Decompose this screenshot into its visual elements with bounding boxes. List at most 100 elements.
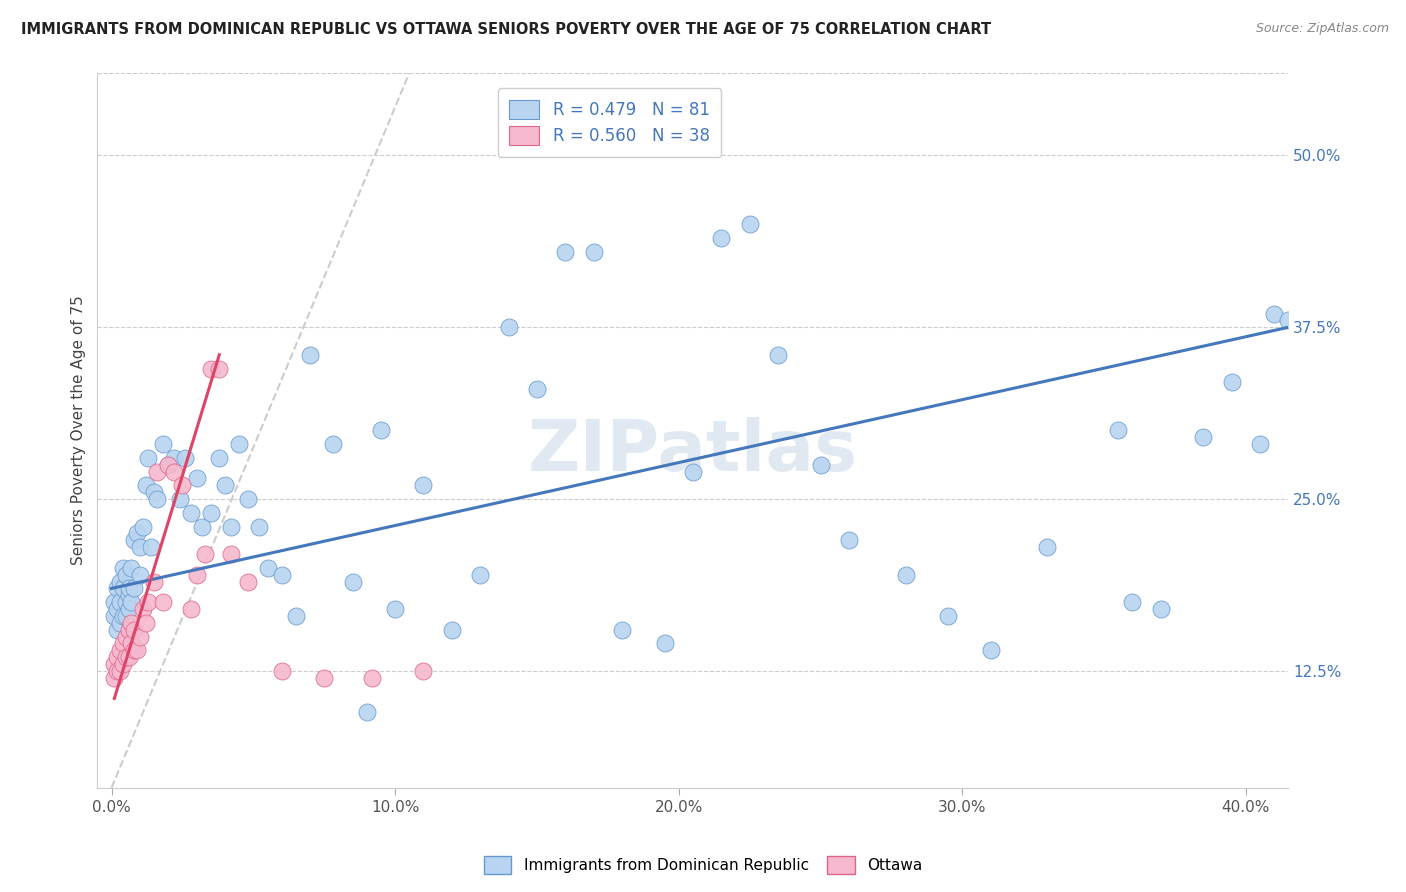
Y-axis label: Seniors Poverty Over the Age of 75: Seniors Poverty Over the Age of 75 [72,295,86,566]
Point [120,636,142,650]
Point [1277,313,1299,327]
Point [117,588,139,602]
Point [236,574,259,589]
Point [526,382,548,396]
Point [141,540,163,554]
Point [314,671,336,685]
Point [1036,540,1059,554]
Point [894,567,917,582]
Point [163,465,186,479]
Point [108,643,131,657]
Point [105,650,128,665]
Point [143,574,166,589]
Point [498,320,520,334]
Point [219,519,242,533]
Point [1220,376,1243,390]
Text: ZIPatlas: ZIPatlas [527,417,858,486]
Point [128,630,150,644]
Point [1249,437,1271,451]
Point [105,664,128,678]
Point [117,602,139,616]
Point [132,602,155,616]
Point [356,705,378,719]
Point [412,664,434,678]
Point [132,519,155,533]
Point [152,437,174,451]
Point [125,526,148,541]
Point [247,519,270,533]
Point [810,458,832,472]
Point [214,478,236,492]
Point [342,574,364,589]
Point [103,595,125,609]
Point [200,361,222,376]
Point [146,465,169,479]
Point [610,623,633,637]
Point [710,231,733,245]
Point [111,657,134,671]
Point [980,643,1002,657]
Point [470,567,492,582]
Point [1121,595,1143,609]
Point [120,561,142,575]
Point [582,244,605,259]
Point [180,506,202,520]
Point [138,450,160,465]
Point [122,623,145,637]
Point [174,450,197,465]
Point [120,595,142,609]
Point [103,657,125,671]
Point [936,609,959,624]
Point [105,602,128,616]
Point [186,567,208,582]
Point [108,615,131,630]
Text: IMMIGRANTS FROM DOMINICAN REPUBLIC VS OTTAWA SENIORS POVERTY OVER THE AGE OF 75 : IMMIGRANTS FROM DOMINICAN REPUBLIC VS OT… [21,22,991,37]
Point [370,423,392,437]
Point [125,643,148,657]
Legend: Immigrants from Dominican Republic, Ottawa: Immigrants from Dominican Republic, Otta… [478,850,928,880]
Point [146,492,169,507]
Point [1107,423,1129,437]
Point [111,582,134,596]
Point [270,567,292,582]
Point [299,348,322,362]
Point [738,217,761,231]
Point [138,595,160,609]
Point [186,471,208,485]
Point [208,361,231,376]
Point [236,492,259,507]
Point [838,533,860,548]
Point [128,567,150,582]
Point [682,465,704,479]
Point [122,643,145,657]
Point [654,636,676,650]
Point [114,567,136,582]
Legend: R = 0.479   N = 81, R = 0.560   N = 38: R = 0.479 N = 81, R = 0.560 N = 38 [498,88,721,157]
Point [135,478,157,492]
Point [111,561,134,575]
Point [440,623,463,637]
Point [117,650,139,665]
Point [384,602,406,616]
Point [122,582,145,596]
Point [128,540,150,554]
Point [105,582,128,596]
Point [180,602,202,616]
Point [163,450,186,465]
Point [117,623,139,637]
Point [157,458,180,472]
Point [208,450,231,465]
Point [103,671,125,685]
Point [117,582,139,596]
Point [103,609,125,624]
Point [228,437,250,451]
Point [114,609,136,624]
Point [114,630,136,644]
Point [135,615,157,630]
Point [108,595,131,609]
Point [105,623,128,637]
Point [1150,602,1173,616]
Point [1263,306,1285,320]
Point [120,615,142,630]
Point [122,533,145,548]
